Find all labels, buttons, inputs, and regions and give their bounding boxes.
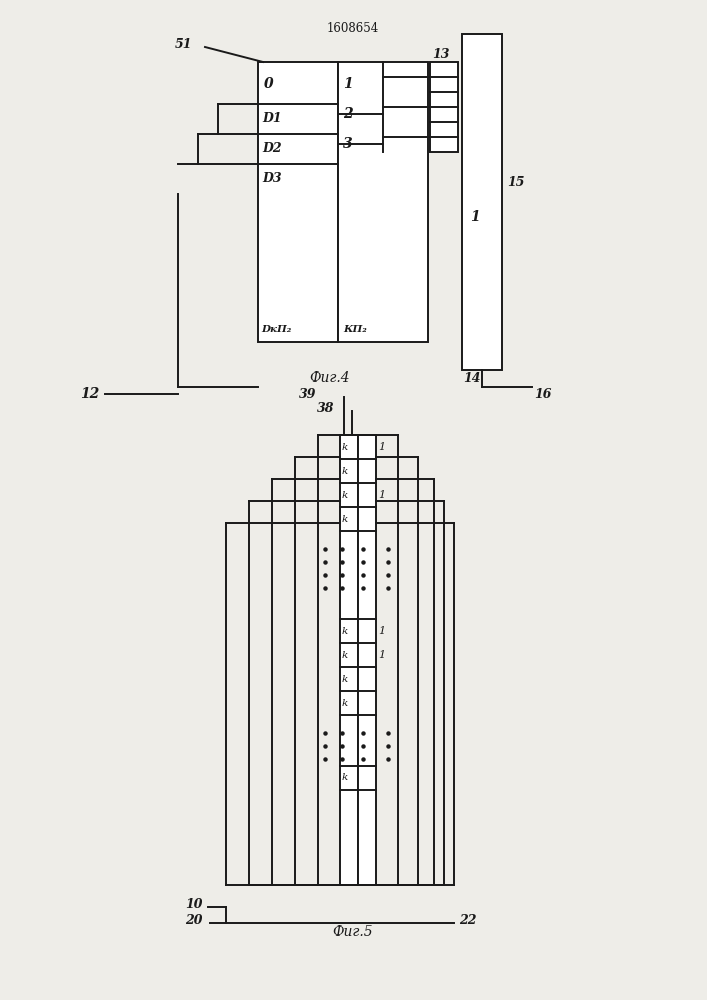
Text: k: k	[342, 466, 349, 476]
Bar	[258, 62, 338, 342]
Text: 3: 3	[343, 137, 353, 151]
Text: 10: 10	[185, 898, 202, 912]
Text: КΠ₂: КΠ₂	[343, 326, 367, 334]
Text: D1: D1	[262, 112, 281, 125]
Text: 20: 20	[185, 914, 202, 928]
Text: 1: 1	[378, 442, 385, 452]
Text: Фиг.5: Фиг.5	[333, 925, 373, 939]
Text: DкΠ₂: DкΠ₂	[261, 326, 291, 334]
Bar	[358, 435, 376, 885]
Text: 12: 12	[80, 387, 99, 401]
Text: 13: 13	[432, 47, 450, 60]
Bar	[340, 435, 358, 885]
Text: 15: 15	[507, 176, 525, 188]
Bar	[430, 62, 458, 152]
Text: D3: D3	[262, 172, 281, 186]
Text: 1608654: 1608654	[327, 21, 379, 34]
Text: k: k	[342, 698, 349, 708]
Text: 22: 22	[459, 914, 477, 928]
Text: 51: 51	[175, 37, 192, 50]
Text: 38: 38	[317, 402, 334, 416]
Text: k: k	[342, 774, 349, 782]
Text: k: k	[342, 514, 349, 524]
Text: Фиг.4: Фиг.4	[310, 371, 350, 385]
Bar	[462, 34, 502, 370]
Text: 16: 16	[534, 387, 551, 400]
Text: k: k	[342, 490, 349, 499]
Text: 1: 1	[378, 626, 385, 636]
Text: k: k	[342, 442, 349, 452]
Text: 1: 1	[378, 650, 385, 660]
Text: k: k	[342, 650, 349, 660]
Text: 1: 1	[470, 210, 479, 224]
Bar	[338, 62, 428, 342]
Text: 14: 14	[463, 371, 481, 384]
Text: k: k	[342, 626, 349, 636]
Text: 0: 0	[264, 77, 274, 91]
Text: D2: D2	[262, 142, 281, 155]
Text: k: k	[342, 674, 349, 684]
Text: 2: 2	[343, 107, 353, 121]
Text: 39: 39	[299, 388, 317, 401]
Text: 1: 1	[343, 77, 353, 91]
Text: 1: 1	[378, 490, 385, 500]
